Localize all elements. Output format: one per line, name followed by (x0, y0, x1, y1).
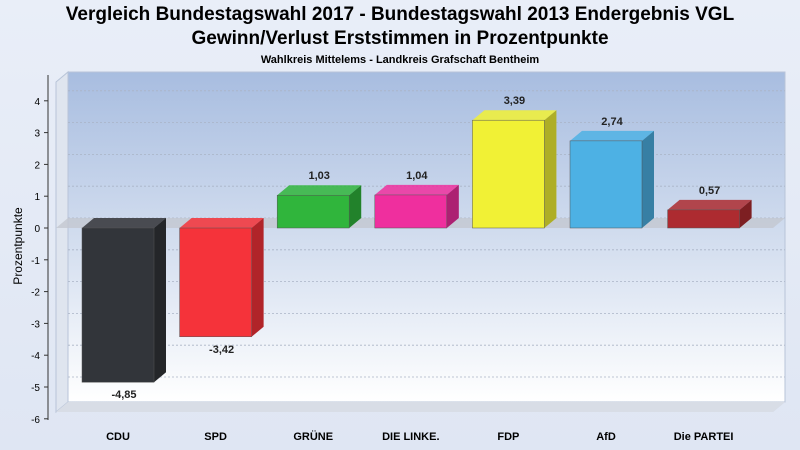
bar-fdp (472, 110, 557, 229)
bar-side-shade (544, 110, 557, 228)
bar-top-face (472, 110, 557, 121)
bar-side-face (251, 218, 264, 337)
y-tick-label: -1 (31, 256, 40, 267)
bar-side-face (544, 110, 557, 228)
y-tick-label: -3 (31, 319, 40, 330)
bar-top-face (179, 218, 264, 228)
x-tick-label: DIE LINKE. (382, 431, 439, 443)
y-tick-label: 2 (34, 160, 40, 171)
bar-side-face (739, 199, 752, 228)
bar-die-partei (667, 199, 752, 229)
y-tick-label: -2 (31, 288, 40, 299)
bar-side-shade (642, 130, 654, 228)
bar-front-face (179, 227, 252, 338)
y-tick-label: -5 (31, 383, 40, 394)
data-label: 1,03 (308, 170, 329, 182)
x-tick-label: AfD (596, 431, 616, 443)
bar-front-face (472, 119, 545, 229)
bar-afd (569, 130, 654, 229)
data-label: 0,57 (699, 185, 720, 197)
x-tick-label: SPD (204, 431, 227, 443)
data-label: 3,39 (504, 95, 525, 107)
bar-top-face (277, 185, 362, 196)
plot-floor (56, 402, 785, 412)
bar-side-shade (154, 218, 166, 383)
y-tick-label: -6 (31, 415, 40, 426)
y-tick-label: 4 (34, 97, 40, 108)
data-label: 2,74 (601, 116, 623, 128)
bar-die-linke- (374, 184, 459, 229)
bar-side-face (642, 130, 654, 228)
bar-front-face (569, 140, 643, 229)
bar-side-shade (251, 218, 264, 337)
bar-side-shade (446, 184, 459, 228)
plot-side-wall (55, 70, 69, 414)
y-axis-label: Prozentpunkte (11, 207, 25, 285)
bar-top-face (667, 199, 752, 210)
bar-front-face (374, 194, 448, 229)
bar-top-face (82, 218, 166, 228)
bar-side-face (446, 184, 459, 228)
bar-side-face (154, 218, 166, 383)
chart-subtitle: Wahlkreis Mittelems - Landkreis Grafscha… (260, 54, 540, 66)
bar-front-face (276, 194, 350, 229)
y-tick-label: 1 (34, 192, 40, 203)
bar-top-face (570, 130, 654, 141)
x-tick-label: Die PARTEI (674, 431, 734, 443)
data-label: 1,04 (406, 170, 428, 182)
x-tick-label: CDU (106, 431, 130, 443)
x-tick-label: GRÜNE (293, 430, 333, 443)
bar-spd (179, 218, 264, 338)
bar-front-face (667, 209, 740, 229)
bar-cdu (81, 218, 166, 383)
bar-side-shade (739, 199, 752, 228)
bar-side-shade (349, 185, 362, 228)
chart-title: Vergleich Bundestagswahl 2017 - Bundesta… (65, 4, 735, 25)
plot-area (67, 71, 786, 403)
chart-title-line-2: Gewinn/Verlust Erststimmen in Prozentpun… (191, 28, 609, 49)
x-tick-label: FDP (497, 431, 519, 443)
data-label: -4,85 (111, 389, 136, 401)
bar-top-face (374, 184, 459, 195)
data-label: -3,42 (209, 344, 234, 356)
bar-gr-ne (276, 185, 362, 229)
y-tick-label: 3 (34, 129, 40, 140)
bar-front-face (81, 227, 155, 383)
y-tick-label: -4 (31, 351, 40, 362)
bar-side-face (349, 185, 362, 228)
y-tick-label: 0 (34, 224, 40, 235)
